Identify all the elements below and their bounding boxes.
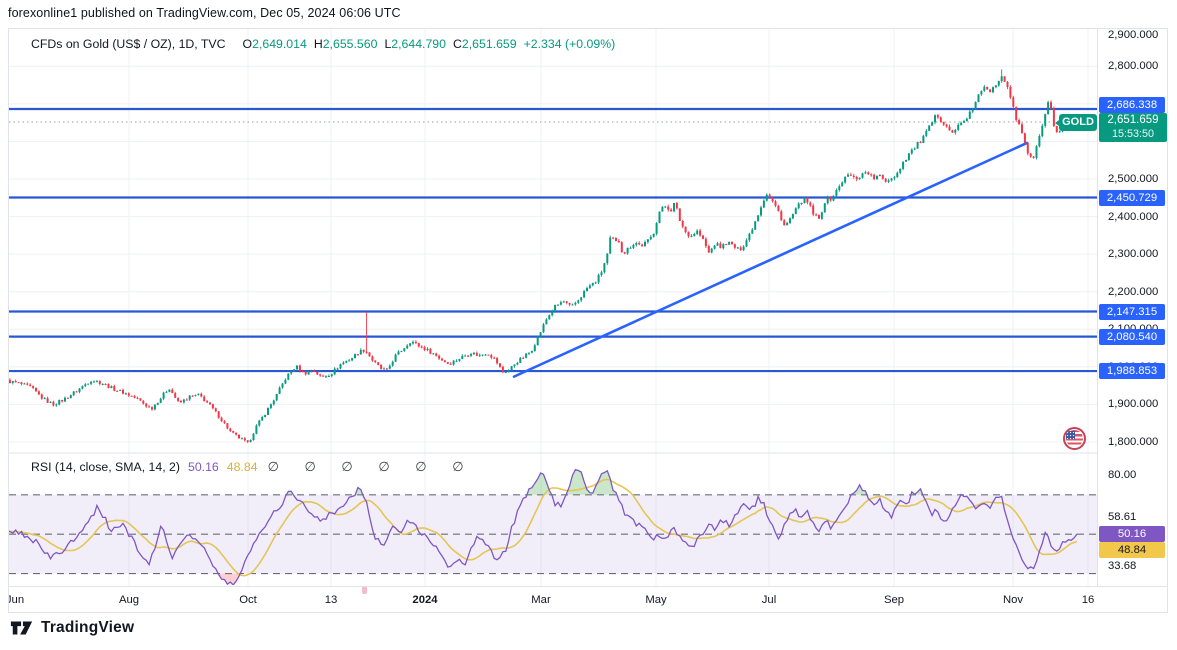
time-axis-label: May [645, 594, 667, 606]
rsi-ma-value-badge: 48.84 [1099, 542, 1165, 559]
bar-countdown: 15:53:50 [1111, 128, 1155, 140]
time-axis-label: Jul [761, 594, 777, 606]
close-value: 2,651.659 [461, 37, 517, 51]
price-tick-label: 2,500.000 [1108, 173, 1159, 185]
price-tick-label: 2,400.000 [1108, 210, 1159, 223]
price-tick-label: 2,200.000 [1108, 285, 1159, 298]
rsi-pane[interactable] [9, 468, 1097, 585]
price-tick-label: 2,900.000 [1108, 29, 1159, 41]
rsi-ma-value: 48.84 [226, 460, 258, 474]
open-value: 2,649.014 [252, 37, 307, 51]
time-axis-label: Aug [118, 594, 140, 606]
low-value: 2,644.790 [391, 37, 446, 51]
symbol-legend[interactable]: CFDs on Gold (US$ / OZ), 1D, TVC O2,649.0… [31, 37, 615, 51]
price-tick-label: 2,800.000 [1108, 60, 1159, 73]
price-tick-label: 2,300.000 [1108, 248, 1159, 261]
high-value: 2,655.560 [322, 37, 378, 51]
symbol-title: CFDs on Gold (US$ / OZ), 1D, TVC [31, 37, 226, 51]
time-axis-label: 13 [324, 594, 338, 606]
rsi-tick-label: 80.00 [1108, 469, 1137, 482]
last-price-badge: 2,651.659 15:53:50 [1099, 113, 1167, 142]
price-pane[interactable] [9, 69, 1097, 443]
chart-canvas[interactable] [9, 29, 1168, 613]
candlestick-series[interactable] [9, 69, 1079, 443]
tradingview-brand-text: TradingView [41, 619, 135, 636]
last-price-value: 2,651.659 [1107, 114, 1159, 126]
price-tick-label: 1,800.000 [1108, 435, 1159, 448]
level-price-badge: 1,988.853 [1099, 363, 1165, 380]
change-value: +2.334 (+0.09%) [523, 37, 616, 51]
tradingview-logo-icon [10, 621, 33, 635]
close-label: C [453, 37, 462, 51]
level-price-badge: 2,686.338 [1099, 97, 1165, 113]
level-price-badge: 2,147.315 [1099, 303, 1165, 320]
rsi-title: RSI (14, close, SMA, 14, 2) [31, 460, 180, 474]
rsi-value-badge: 50.16 [1099, 525, 1165, 542]
low-label: L [384, 37, 392, 51]
attribution-text: forexonline1 published on TradingView.co… [8, 6, 401, 20]
symbol-price-tag: GOLD [1055, 114, 1097, 131]
high-label: H [313, 37, 323, 51]
time-axis-label: 2024 [412, 594, 438, 606]
time-axis-label: Nov [1002, 594, 1024, 606]
time-axis-label: Jun [9, 594, 25, 606]
us-flag-icon [1063, 427, 1086, 450]
time-axis-label: Oct [239, 594, 257, 606]
chart-widget[interactable]: CFDs on Gold (US$ / OZ), 1D, TVC O2,649.0… [8, 28, 1168, 613]
time-axis-label: Sep [883, 594, 905, 606]
rsi-tick-label: 58.61 [1108, 511, 1137, 524]
rsi-empty-plots: ∅ ∅ ∅ ∅ ∅ ∅ [267, 459, 475, 474]
rsi-legend[interactable]: RSI (14, close, SMA, 14, 2) 50.16 48.84 ∅ ∅… [31, 459, 475, 475]
rsi-ma-line [9, 478, 1078, 577]
tradingview-footer[interactable]: TradingView [10, 619, 134, 637]
level-price-badge: 2,450.729 [1099, 189, 1165, 206]
open-label: O [242, 37, 253, 51]
session-gap-marker [362, 587, 367, 594]
time-axis-label: Mar [531, 594, 551, 606]
flag-canton [1066, 431, 1075, 439]
price-axis[interactable]: 2,900.000 2,800.000 2,500.000 2,400.000 2,30… [1097, 29, 1167, 586]
rsi-value: 50.16 [188, 460, 219, 474]
ascending-trendline[interactable] [512, 141, 1029, 378]
gridlines [9, 29, 1097, 586]
time-axis-label: 16 [1081, 594, 1095, 606]
rsi-tick-label: 33.68 [1108, 560, 1137, 573]
time-axis[interactable]: Jun Aug Oct 13 2024 Mar May Jul Sep Nov 16 [9, 586, 1167, 612]
level-price-badge: 2,080.540 [1099, 328, 1165, 345]
price-tick-label: 1,900.000 [1108, 398, 1159, 411]
rsi-line [9, 468, 1078, 585]
